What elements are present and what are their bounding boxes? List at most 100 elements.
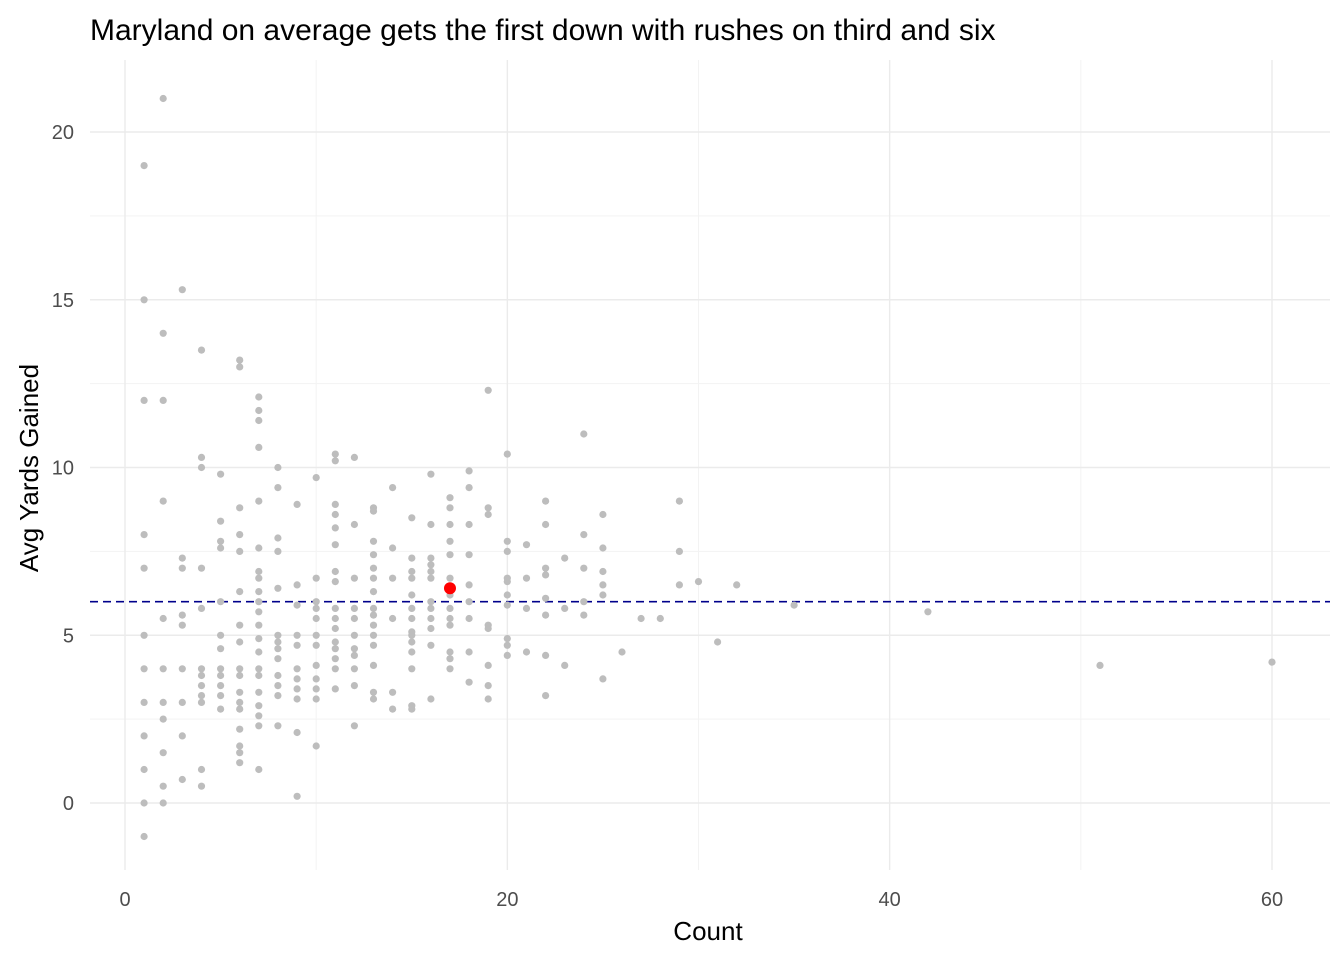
data-point xyxy=(236,531,244,539)
data-point xyxy=(408,567,416,576)
data-point xyxy=(197,692,206,700)
data-point xyxy=(255,443,263,451)
y-tick-label: 0 xyxy=(63,793,74,815)
data-point xyxy=(694,578,703,586)
data-point xyxy=(542,564,550,572)
data-point xyxy=(369,507,378,515)
data-point xyxy=(427,695,435,703)
data-point xyxy=(369,621,378,629)
data-point xyxy=(427,604,435,613)
data-point xyxy=(369,551,378,559)
data-point xyxy=(446,574,454,582)
data-point xyxy=(293,728,301,737)
data-point xyxy=(255,598,263,606)
data-point xyxy=(274,655,282,663)
data-point xyxy=(350,631,358,639)
data-point xyxy=(503,537,511,545)
data-point xyxy=(140,531,148,539)
data-point xyxy=(140,732,148,740)
data-point xyxy=(331,457,339,465)
data-point xyxy=(178,698,186,707)
data-point xyxy=(446,621,454,629)
data-point xyxy=(159,396,167,404)
data-point xyxy=(427,554,435,562)
data-point xyxy=(369,641,378,649)
data-point xyxy=(408,614,416,623)
data-point xyxy=(542,594,550,602)
data-point xyxy=(236,688,244,696)
data-point xyxy=(350,651,358,660)
data-point xyxy=(331,665,339,673)
data-point xyxy=(178,611,186,619)
data-point xyxy=(140,631,148,639)
data-point xyxy=(389,574,397,582)
data-point xyxy=(312,614,320,623)
data-point xyxy=(331,567,339,576)
data-point xyxy=(197,564,206,572)
data-point xyxy=(331,541,339,549)
data-point xyxy=(217,682,225,690)
data-point xyxy=(274,682,282,690)
data-point xyxy=(236,356,244,364)
data-point xyxy=(255,608,263,616)
data-point xyxy=(350,614,358,623)
data-point xyxy=(312,661,320,670)
data-point xyxy=(599,591,607,599)
data-point xyxy=(408,665,416,673)
data-point xyxy=(159,799,167,807)
data-point xyxy=(159,329,167,337)
data-point xyxy=(599,510,607,519)
data-point xyxy=(255,393,263,401)
data-point xyxy=(274,722,282,730)
data-point xyxy=(561,661,569,670)
data-point xyxy=(542,611,550,619)
data-point xyxy=(408,638,416,646)
data-point xyxy=(159,665,167,673)
data-point xyxy=(140,799,148,807)
data-point xyxy=(408,705,416,713)
data-point xyxy=(408,574,416,582)
chart-title: Maryland on average gets the first down … xyxy=(90,14,995,47)
data-point xyxy=(542,497,550,505)
data-point xyxy=(255,574,263,582)
data-point xyxy=(465,581,473,589)
data-point xyxy=(331,524,339,532)
data-point xyxy=(542,651,550,660)
data-point xyxy=(331,685,339,693)
data-point xyxy=(503,450,511,458)
data-point xyxy=(1268,658,1276,666)
data-point xyxy=(197,604,206,613)
data-point xyxy=(350,574,358,582)
data-point xyxy=(522,604,531,613)
data-point xyxy=(159,94,167,103)
data-point xyxy=(197,671,206,680)
data-point xyxy=(465,551,473,559)
data-point xyxy=(427,614,435,623)
data-point xyxy=(312,631,320,639)
data-point xyxy=(408,604,416,613)
data-point xyxy=(503,547,511,556)
data-point xyxy=(427,567,435,576)
data-point xyxy=(274,463,282,472)
data-point xyxy=(197,698,206,707)
highlight-layer xyxy=(443,582,456,595)
data-point xyxy=(293,685,301,693)
data-point xyxy=(178,564,186,572)
x-tick-label: 60 xyxy=(1261,889,1283,911)
data-point xyxy=(408,554,416,562)
data-point xyxy=(408,514,416,522)
data-point xyxy=(580,531,588,539)
data-point xyxy=(331,645,339,653)
data-point xyxy=(312,598,320,606)
grid-lines xyxy=(90,60,1330,870)
data-point xyxy=(178,621,186,629)
data-point xyxy=(255,712,263,720)
data-point xyxy=(522,574,531,582)
data-point xyxy=(369,604,378,613)
data-point xyxy=(427,641,435,649)
data-point xyxy=(255,406,263,415)
data-point xyxy=(255,688,263,696)
y-tick-label: 20 xyxy=(52,122,74,144)
maryland-highlight-point xyxy=(443,582,456,595)
data-point xyxy=(369,695,378,703)
